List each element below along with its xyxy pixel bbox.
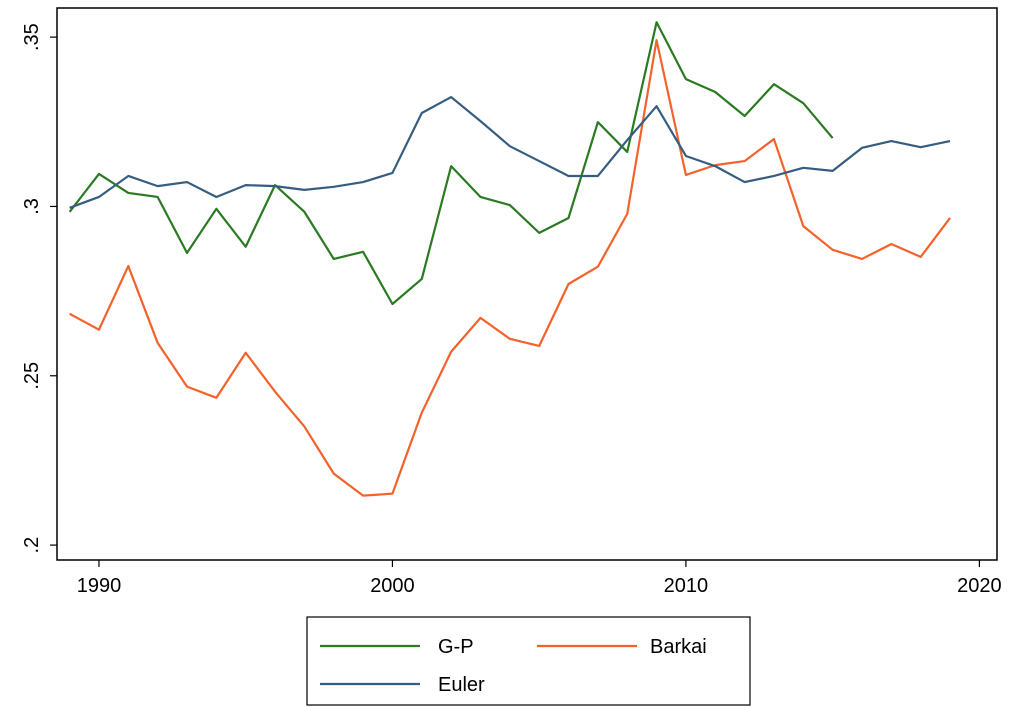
legend-label: Barkai (650, 636, 707, 658)
legend-box (306, 616, 751, 706)
y-tick-label: .25 (21, 362, 43, 390)
x-tick-label: 2010 (664, 575, 709, 597)
x-tick-label: 1990 (77, 575, 122, 597)
series-line (68, 21, 834, 306)
y-tick-label: .3 (21, 198, 43, 215)
legend-label: Euler (438, 674, 485, 696)
x-tick-label: 2020 (957, 575, 1002, 597)
y-tick-label: .35 (21, 23, 43, 51)
plot-frame (56, 7, 998, 561)
series-line (69, 39, 951, 497)
legend-label: G-P (438, 636, 474, 658)
x-tick-label: 2000 (370, 575, 415, 597)
y-tick-label: .2 (21, 537, 43, 554)
series-line (69, 95, 951, 209)
